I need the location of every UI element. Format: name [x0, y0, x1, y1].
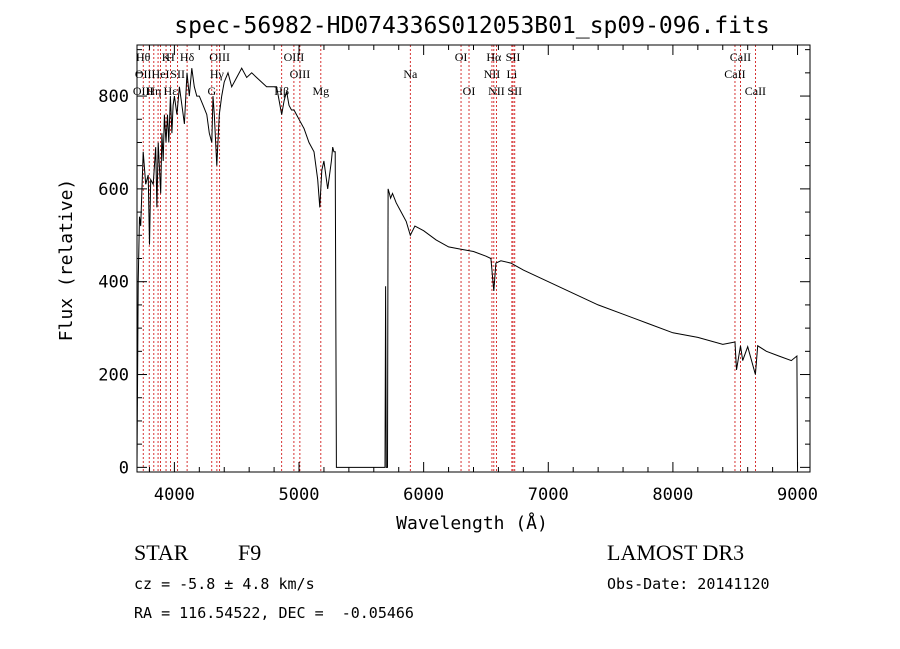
plot-frame	[136, 44, 811, 473]
spectral-line-markers	[142, 45, 756, 472]
x-tick-label: 5000	[279, 485, 320, 505]
observation-date: Obs-Date: 20141120	[607, 575, 770, 593]
y-tick-label: 400	[98, 273, 129, 293]
line-label: OI	[455, 50, 468, 64]
line-label: SII	[507, 84, 522, 98]
line-label: G	[207, 84, 216, 98]
line-label: Na	[403, 67, 418, 81]
redshift-info: cz = -5.8 ± 4.8 km/s	[134, 575, 315, 593]
line-label: OII	[135, 67, 152, 81]
x-tick-label: 4000	[154, 485, 195, 505]
y-tick-label: 0	[119, 458, 129, 478]
line-label: CaII	[724, 67, 745, 81]
line-label: OIII	[284, 50, 305, 64]
line-label: SII	[170, 67, 185, 81]
x-tick-label: 8000	[652, 485, 693, 505]
y-tick-label: 800	[98, 87, 129, 107]
line-label: OIII	[133, 84, 154, 98]
line-label: Hθ	[136, 50, 151, 64]
line-label: OIII	[209, 50, 230, 64]
line-label: OIII	[290, 67, 311, 81]
y-tick-label: 200	[98, 366, 129, 386]
line-label: H	[166, 50, 175, 64]
x-axis-ticks: 4000 5000 6000 7000 8000 9000	[148, 45, 818, 505]
coordinates: RA = 116.54522, DEC = -0.05466	[134, 604, 414, 622]
survey-name: LAMOST DR3	[607, 540, 744, 565]
line-label: Hε	[164, 84, 178, 98]
x-axis-label: Wavelength (Å)	[396, 512, 548, 534]
x-tick-label: 6000	[403, 485, 444, 505]
line-label: Hδ	[180, 50, 195, 64]
x-tick-label: 9000	[777, 485, 818, 505]
spectral-line-labels: HθOIIOIIIHηHeIKHHεSIIHδGHγOIIIHβOIIIOIII…	[133, 50, 766, 98]
line-label: Hγ	[210, 67, 225, 81]
line-label: HeI	[152, 67, 170, 81]
chart-title: spec-56982-HD074336S012053B01_sp09-096.f…	[174, 13, 769, 39]
object-class: STAR	[134, 540, 189, 565]
line-label: CaII	[730, 50, 751, 64]
x-tick-label: 7000	[528, 485, 569, 505]
y-tick-label: 600	[98, 180, 129, 200]
line-label: SII	[506, 50, 521, 64]
line-label: K	[162, 50, 171, 64]
y-axis-label: Flux (relative)	[56, 179, 77, 342]
line-label: Hη	[146, 84, 161, 98]
spectrum-line	[136, 67, 798, 468]
object-subclass: F9	[238, 540, 261, 565]
line-label: Hα	[486, 50, 502, 64]
line-label: Hβ	[274, 84, 289, 98]
y-axis-ticks: 0 200 400 600 800	[98, 49, 810, 478]
line-label: NII	[488, 84, 505, 98]
line-label: Li	[507, 67, 518, 81]
line-label: CaII	[745, 84, 766, 98]
line-label: NII	[484, 67, 501, 81]
line-label: Mg	[312, 84, 329, 98]
line-label: OI	[463, 84, 476, 98]
